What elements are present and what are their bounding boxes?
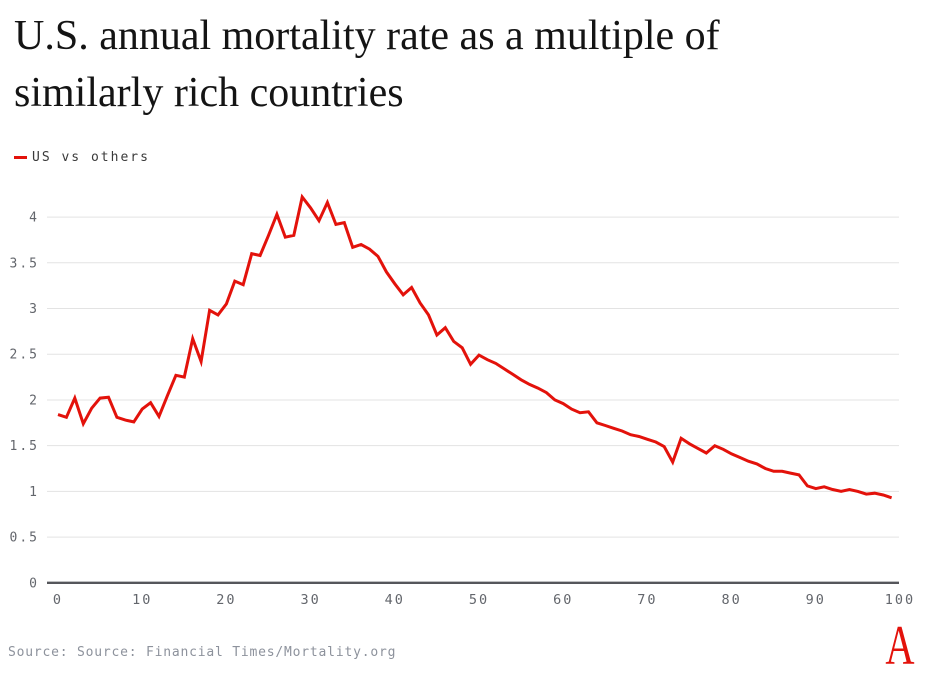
y-axis-tick-label: 0 xyxy=(29,576,39,591)
x-axis-tick-label: 80 xyxy=(721,592,741,608)
x-axis-tick-label: 70 xyxy=(637,592,657,608)
x-axis-tick-label: 0 xyxy=(53,592,63,608)
x-axis-tick-label: 10 xyxy=(132,592,152,608)
x-axis-tick-label: 50 xyxy=(469,592,489,608)
y-axis-tick-label: 2 xyxy=(29,393,39,408)
y-axis-tick-label: 3 xyxy=(29,302,39,317)
y-axis-tick-label: 4 xyxy=(29,211,39,226)
publication-logo: A xyxy=(884,615,914,677)
legend-line-swatch xyxy=(14,155,27,159)
y-axis-tick-label: 2.5 xyxy=(10,348,39,363)
x-axis-tick-label: 40 xyxy=(385,592,405,608)
legend: US vs others xyxy=(14,149,150,165)
source-note: Source: Source: Financial Times/Mortalit… xyxy=(8,645,397,660)
y-axis-tick-label: 0.5 xyxy=(10,531,39,546)
legend-label: US vs others xyxy=(32,149,150,165)
y-axis-tick-label: 1.5 xyxy=(10,439,39,454)
x-axis-tick-label: 20 xyxy=(216,592,236,608)
x-axis-tick-label: 60 xyxy=(553,592,573,608)
data-line-us-vs-others xyxy=(57,193,893,500)
x-axis-tick-label: 90 xyxy=(806,592,826,608)
title-line-1: U.S. annual mortality rate as a multiple… xyxy=(14,13,720,59)
x-axis-tick-label: 30 xyxy=(300,592,320,608)
y-axis-tick-label: 3.5 xyxy=(10,256,39,271)
title-line-2: similarly rich countries xyxy=(14,70,404,116)
x-axis-tick-label: 100 xyxy=(885,592,915,608)
page-title: U.S. annual mortality rate as a multiple… xyxy=(14,8,720,122)
y-axis-tick-label: 1 xyxy=(29,485,39,500)
